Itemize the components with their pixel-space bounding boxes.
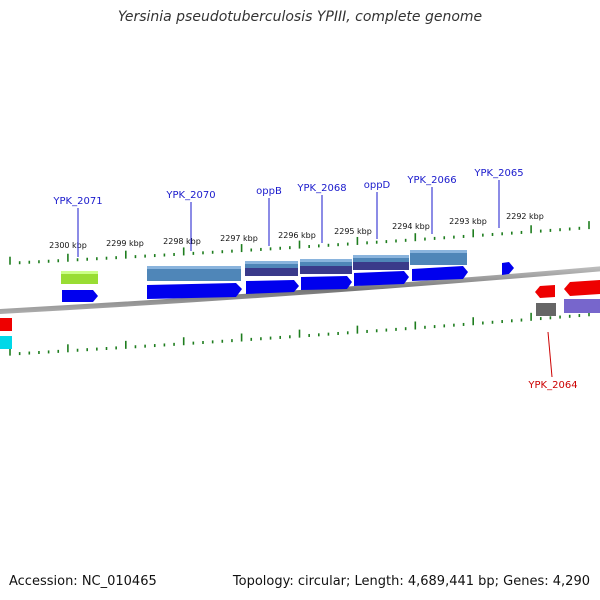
cds-arrow-yp2071[interactable] (62, 290, 98, 302)
gene-labels: YPK_2071 YPK_2070 oppB YPK_2068 oppD YPK_2066… (52, 168, 577, 391)
gene-label[interactable]: YPK_2065 (473, 168, 523, 179)
inner-tick-ring (9, 308, 590, 356)
genome-summary: Topology: circular; Length: 4,689,441 bp… (232, 574, 590, 589)
tick-label: 2299 kbp (106, 239, 144, 248)
feature-yp2071[interactable] (61, 271, 98, 284)
reverse-cds-track (0, 280, 600, 349)
feature-yp2064[interactable] (536, 303, 556, 316)
genome-backbone (0, 266, 600, 314)
cds-arrow-yp2068[interactable] (301, 276, 352, 290)
cds-arrow-yp2070[interactable] (147, 283, 242, 299)
gene-label[interactable]: YPK_2071 (52, 196, 102, 207)
tick-label: 2298 kbp (163, 237, 201, 246)
cds-arrow-red-b[interactable] (564, 280, 600, 296)
cds-left-red[interactable] (0, 318, 12, 331)
cds-arrow-red-a[interactable] (535, 285, 555, 298)
cds-left-cyan[interactable] (0, 336, 12, 349)
feature-opp-operon[interactable] (147, 250, 467, 281)
tick-label: 2296 kbp (278, 231, 316, 240)
tick-label: 2295 kbp (334, 227, 372, 236)
accession-label: Accession: NC_010465 (9, 574, 157, 589)
tick-label: 2300 kbp (49, 241, 87, 250)
tick-labels: 2300 kbp 2299 kbp 2298 kbp 2297 kbp 2296 kbp… (49, 212, 544, 250)
gene-label[interactable]: oppD (364, 180, 391, 191)
outer-tick-ring (9, 221, 590, 265)
forward-cds-track (62, 262, 514, 302)
gene-label[interactable]: YPK_2068 (296, 183, 346, 194)
tick-label: 2292 kbp (506, 212, 544, 221)
gene-label[interactable]: YPK_2064 (527, 380, 577, 391)
gene-label[interactable]: YPK_2066 (406, 175, 456, 186)
cds-arrow-yp2065[interactable] (502, 262, 514, 275)
gene-label[interactable]: oppB (256, 186, 282, 197)
cds-arrow-oppB[interactable] (246, 280, 299, 294)
tick-label: 2293 kbp (449, 217, 487, 226)
feature-track (61, 250, 467, 284)
genome-title: Yersinia pseudotuberculosis YPIII, compl… (117, 9, 483, 25)
tick-label: 2297 kbp (220, 234, 258, 243)
gene-label[interactable]: YPK_2070 (165, 190, 215, 201)
cds-arrow-yp2066[interactable] (412, 266, 468, 281)
cds-arrow-oppD[interactable] (354, 271, 409, 286)
tick-label: 2294 kbp (392, 222, 430, 231)
gene-leader-line (547, 331, 553, 378)
